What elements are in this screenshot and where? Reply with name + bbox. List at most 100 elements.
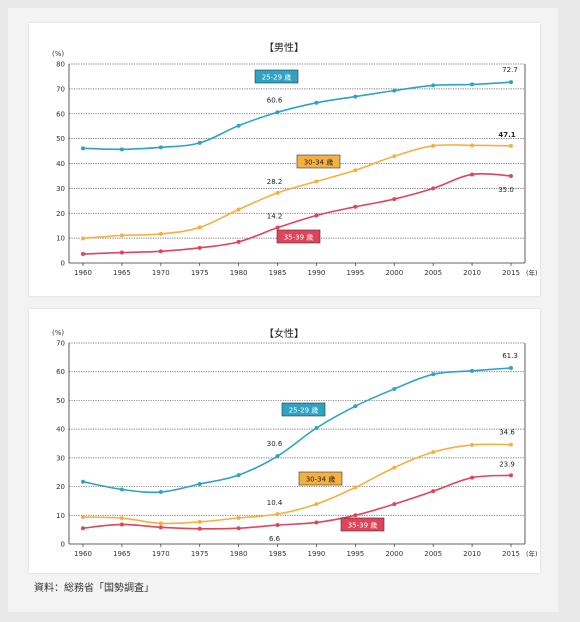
x-tick-label: 1995	[346, 550, 364, 558]
data-point	[158, 249, 163, 254]
x-tick-label: 1995	[346, 269, 364, 277]
data-point	[158, 145, 163, 150]
data-point	[392, 197, 397, 202]
data-point	[236, 123, 241, 128]
data-label: 30.6	[267, 440, 283, 448]
chart-title-female: 【女性】	[264, 327, 304, 340]
data-label: 47.1	[498, 131, 515, 139]
data-point	[509, 143, 513, 148]
data-point	[509, 365, 513, 370]
y-tick-label: 60	[56, 110, 65, 118]
y-tick-label: 80	[56, 61, 65, 69]
data-point	[197, 519, 202, 524]
data-point	[275, 512, 280, 517]
data-point	[236, 473, 241, 478]
y-tick-label: 40	[56, 426, 65, 434]
series-label-box	[276, 229, 321, 244]
data-label: 61.3	[502, 352, 518, 360]
data-point	[470, 442, 475, 447]
x-tick-label: 1980	[230, 269, 248, 277]
x-tick-label: 1985	[269, 269, 287, 277]
data-point	[431, 186, 436, 191]
data-point	[392, 502, 397, 507]
data-point	[431, 83, 436, 88]
data-point	[509, 473, 513, 478]
x-tick-label: 1990	[308, 269, 326, 277]
data-point	[314, 179, 319, 184]
y-tick-label: 0	[61, 260, 65, 268]
y-tick-label: 70	[56, 340, 65, 348]
series-label-3: 35-39 歳	[348, 521, 378, 530]
data-point	[353, 168, 358, 173]
data-point	[81, 146, 85, 151]
data-point	[431, 143, 436, 148]
y-unit-label: (%)	[52, 329, 64, 337]
data-point	[81, 526, 85, 531]
data-point	[275, 110, 280, 115]
data-point	[353, 204, 358, 209]
data-point	[275, 190, 280, 195]
series-label-3: 35-39 歳	[284, 233, 314, 242]
series-line-2	[82, 443, 512, 525]
data-point	[119, 250, 124, 255]
data-point	[197, 481, 202, 486]
series-label-box	[340, 517, 385, 532]
x-tick-label: 1975	[191, 269, 209, 277]
series-label-1: 25-29 歳	[289, 406, 319, 415]
data-point	[431, 450, 436, 455]
x-tick-label: 2005	[424, 550, 442, 558]
data-point	[119, 487, 124, 492]
x-unit-label: (年)	[526, 268, 538, 277]
chart-panel-female: 【女性】 (%) 0 10 20 30 40 50 60 70 1960 1965 1970 1975 19…	[29, 309, 540, 573]
series-line-3	[82, 172, 512, 255]
x-unit-label: (年)	[526, 549, 538, 558]
data-point	[119, 516, 124, 521]
data-point	[119, 147, 124, 152]
data-label: 72.7	[502, 66, 518, 74]
series-line-2	[82, 144, 512, 240]
data-label: 6.6	[269, 535, 281, 543]
data-label: 10.4	[267, 499, 283, 507]
data-point	[509, 173, 513, 178]
data-point	[236, 515, 241, 520]
data-label: 35.0	[498, 186, 514, 194]
series-label-2: 30-34 歳	[306, 475, 336, 484]
data-point	[392, 465, 397, 470]
data-point	[158, 525, 163, 530]
x-tick-label: 2015	[502, 550, 520, 558]
y-tick-label: 20	[56, 210, 65, 218]
y-tick-label: 50	[56, 397, 65, 405]
data-point	[158, 521, 163, 526]
series-label-box	[254, 69, 299, 84]
y-tick-label: 0	[61, 541, 65, 549]
x-tick-label: 1965	[113, 269, 131, 277]
data-point	[197, 225, 202, 230]
data-point	[119, 522, 124, 527]
data-point	[119, 233, 124, 238]
data-point	[81, 236, 85, 241]
data-point	[236, 526, 241, 531]
data-point	[314, 520, 319, 525]
data-point	[431, 489, 436, 494]
source-note: 資料：総務省「国勢調査」	[34, 583, 154, 594]
data-point	[197, 245, 202, 250]
x-tick-label: 1965	[113, 550, 131, 558]
series-label-box	[298, 471, 343, 486]
data-label: 28.2	[267, 178, 283, 186]
chart-male: 【男性】 (%) 0 10 20 30 40 50 60 70 80 1960 1965 1970 1975…	[52, 41, 538, 277]
data-point	[470, 475, 475, 480]
data-label: 34.6	[499, 429, 515, 437]
data-point	[353, 513, 358, 518]
data-point	[81, 252, 85, 257]
data-point	[392, 154, 397, 159]
x-tick-label: 1960	[74, 269, 92, 277]
data-label: 14.2	[267, 213, 283, 221]
data-point	[158, 231, 163, 236]
y-tick-label: 30	[56, 454, 65, 462]
series-label-box	[281, 402, 326, 417]
chart-panel-male: 【男性】 (%) 0 10 20 30 40 50 60 70 80 1960 1965 1970 1975…	[29, 23, 540, 296]
x-tick-label: 2015	[502, 269, 520, 277]
data-point	[236, 207, 241, 212]
data-point	[470, 172, 475, 177]
x-tick-label: 2010	[463, 550, 481, 558]
